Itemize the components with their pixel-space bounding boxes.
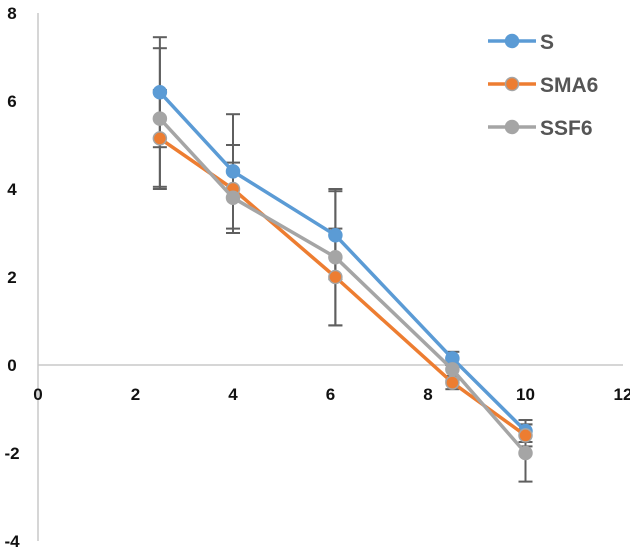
data-point xyxy=(152,131,168,146)
x-tick-label: 2 xyxy=(131,385,140,404)
y-tick-label: 6 xyxy=(7,92,16,111)
legend-label: SSF6 xyxy=(540,117,593,140)
legend-label: SMA6 xyxy=(540,74,598,97)
legend-marker-icon xyxy=(504,119,520,135)
x-tick-label: 4 xyxy=(228,385,238,404)
x-tick-label: 12 xyxy=(614,385,630,404)
data-point xyxy=(152,84,168,100)
data-point xyxy=(445,375,460,390)
data-series xyxy=(152,84,533,461)
y-tick-label: 0 xyxy=(7,356,16,375)
legend-item-sma6: SMA6 xyxy=(488,74,598,97)
y-tick-label: 2 xyxy=(7,268,16,287)
legend: S SMA6 SSF6 xyxy=(488,31,598,140)
legend-item-s: S xyxy=(488,31,554,54)
tick-labels: 8 6 4 2 0 -2 -4 0 2 4 6 8 10 12 xyxy=(4,4,630,551)
error-bars xyxy=(152,36,533,483)
y-tick-label: -4 xyxy=(4,532,20,551)
data-point xyxy=(518,428,533,443)
x-tick-label: 6 xyxy=(326,385,335,404)
legend-label: S xyxy=(540,31,554,54)
data-point xyxy=(328,269,343,285)
series-ssf6 xyxy=(152,111,533,461)
data-point xyxy=(328,227,343,243)
series-s xyxy=(152,84,533,439)
data-point xyxy=(518,445,533,461)
y-tick-label: -2 xyxy=(4,444,19,463)
x-tick-label: 10 xyxy=(516,385,535,404)
y-tick-label: 4 xyxy=(7,180,17,199)
data-point xyxy=(445,362,460,377)
legend-marker-icon xyxy=(504,33,520,49)
data-point xyxy=(225,164,241,179)
data-point xyxy=(152,111,168,126)
data-point xyxy=(225,190,241,206)
series-line xyxy=(158,91,527,433)
x-tick-label: 0 xyxy=(33,385,42,404)
axes xyxy=(37,13,623,541)
legend-item-ssf6: SSF6 xyxy=(488,117,593,140)
data-point xyxy=(328,249,343,265)
legend-marker-icon xyxy=(504,76,520,92)
x-tick-label: 8 xyxy=(423,385,432,404)
y-tick-label: 8 xyxy=(7,4,16,23)
